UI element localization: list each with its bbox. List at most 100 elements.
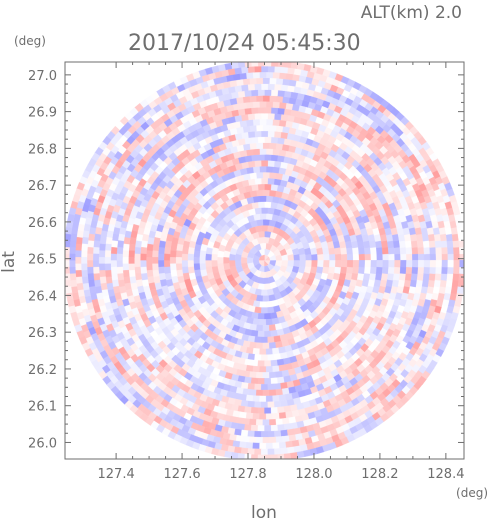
heat-cell <box>393 266 401 275</box>
heat-cell <box>128 250 135 258</box>
heat-cell <box>323 253 330 261</box>
heat-cell <box>140 253 147 261</box>
heat-cell <box>262 95 270 102</box>
heat-cell <box>75 250 82 258</box>
heat-cell <box>252 148 260 156</box>
heat-cell <box>92 260 100 268</box>
heat-cell <box>249 389 257 396</box>
heat-cell <box>429 260 437 268</box>
heat-cell <box>254 430 262 438</box>
heat-cell <box>81 236 89 245</box>
heat-cell <box>193 263 201 271</box>
heat-cell <box>181 253 188 261</box>
heat-cell <box>441 259 449 268</box>
heat-cell <box>243 90 252 97</box>
heat-cell <box>128 269 136 278</box>
heat-cell <box>257 89 265 96</box>
heat-cell <box>249 323 258 331</box>
heat-cell <box>169 257 176 265</box>
heat-cell <box>252 119 260 126</box>
heat-cell <box>260 207 268 214</box>
heat-cell <box>87 240 95 249</box>
heat-cell <box>211 260 218 268</box>
heat-cell <box>122 257 129 265</box>
heat-cell <box>260 83 269 90</box>
heat-cell <box>447 246 454 255</box>
heat-cell <box>146 250 153 258</box>
heat-cell <box>421 279 430 288</box>
y-axis: 26.0 26.1 26.2 26.3 26.4 26.5 26.6 26.7 26.8 26.9… <box>28 69 464 451</box>
heat-cell <box>262 77 270 84</box>
heat-cell <box>264 378 272 385</box>
heat-cell <box>381 272 389 281</box>
heat-cell <box>270 407 279 414</box>
heat-cell <box>272 365 280 373</box>
heat-cell <box>405 246 413 255</box>
heat-cell <box>453 253 460 261</box>
heat-cell <box>265 395 274 403</box>
heat-cell <box>65 260 70 268</box>
heat-cell <box>382 253 389 261</box>
heat-cell <box>440 272 448 281</box>
heat-cell <box>257 62 265 67</box>
heat-cell <box>257 283 265 291</box>
heat-cell <box>175 263 183 271</box>
heat-cell <box>98 263 106 272</box>
heat-cell <box>69 253 76 262</box>
heat-cell <box>281 96 290 104</box>
heat-cell <box>399 272 407 281</box>
heat-cell <box>250 154 259 162</box>
heat-cell <box>259 195 267 202</box>
heat-cell <box>240 257 248 264</box>
heat-cell <box>254 448 262 456</box>
y-tick-label: 26.6 <box>28 216 57 231</box>
heat-cell <box>242 435 251 443</box>
heat-cell <box>268 189 277 197</box>
heat-cell <box>249 436 257 444</box>
heat-cell <box>418 260 425 268</box>
heat-cell <box>264 425 272 432</box>
x-axis-label: lon <box>251 503 277 521</box>
heat-cell <box>187 260 194 268</box>
heat-cell <box>393 240 401 248</box>
chart-subtitle: ALT(km) 2.0 <box>361 3 462 23</box>
heat-cell <box>410 240 418 248</box>
heat-cell <box>283 453 292 459</box>
heat-cell <box>260 160 269 167</box>
heat-cell <box>412 253 419 261</box>
heat-cell <box>277 89 285 97</box>
heat-cell <box>245 72 254 79</box>
heat-cell <box>270 62 278 67</box>
heat-cell <box>273 383 282 390</box>
heat-cell <box>277 406 286 414</box>
heat-cell <box>273 66 282 73</box>
heat-cell <box>75 263 82 272</box>
heat-cell <box>100 230 108 239</box>
heat-cell <box>394 260 401 268</box>
heat-cell <box>428 272 436 281</box>
heat-cell <box>271 166 280 174</box>
heat-cell <box>255 372 264 379</box>
heat-cell <box>242 96 251 103</box>
heat-cell <box>399 266 407 274</box>
heat-cell <box>260 431 269 438</box>
heat-cell <box>217 257 224 265</box>
heat-cell <box>257 378 265 385</box>
y-tick-label: 26.9 <box>28 106 57 121</box>
heat-cell <box>193 257 200 265</box>
x-tick-label: 127.8 <box>229 467 266 482</box>
heat-cell <box>375 272 383 281</box>
heat-cell <box>254 160 262 167</box>
heat-cell <box>453 266 460 275</box>
heat-cell <box>262 372 270 379</box>
heat-cell <box>418 253 425 261</box>
heat-cell <box>423 260 431 268</box>
heat-cell <box>244 376 253 384</box>
heat-cell <box>93 273 101 282</box>
heat-cell <box>70 233 78 242</box>
heat-cell <box>435 259 443 268</box>
heat-cell <box>267 160 275 167</box>
heat-cell <box>352 260 360 268</box>
heat-cell <box>260 177 268 185</box>
